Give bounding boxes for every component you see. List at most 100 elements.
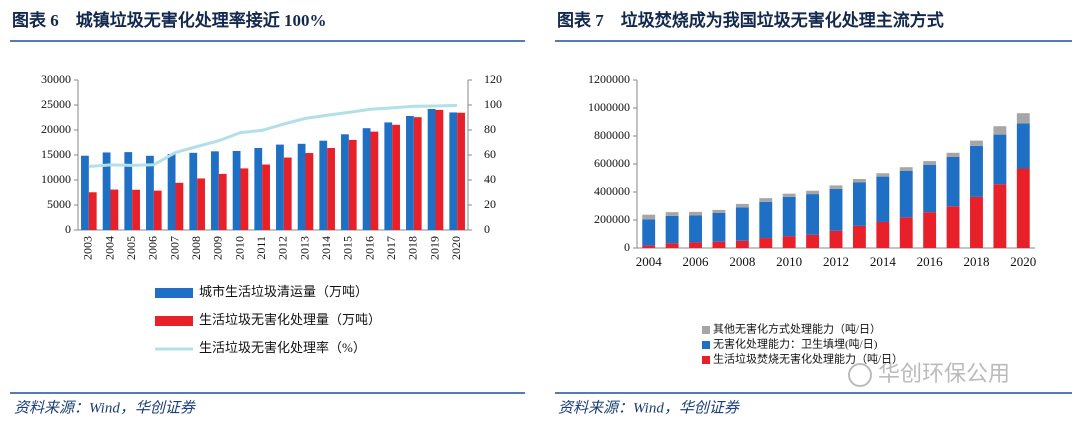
y2-tick-label: 100 [484, 97, 502, 111]
y2-tick-label: 60 [484, 147, 496, 161]
legend-swatch [702, 356, 710, 364]
bar [81, 155, 89, 230]
bar-segment [829, 230, 843, 248]
bar-segment [806, 194, 820, 235]
legend-label: 城市生活垃圾清运量（万吨） [199, 284, 368, 299]
bar [427, 108, 436, 230]
x-tick-label: 2008 [729, 254, 755, 269]
x-tick-label: 2003 [81, 236, 95, 260]
bar [457, 112, 465, 230]
bar-segment [993, 126, 1007, 135]
x-tick-label: 2004 [636, 254, 663, 269]
bar-segment [759, 198, 773, 202]
bar [348, 139, 357, 230]
bar-segment [712, 209, 726, 213]
y-tick-label: 0 [624, 240, 630, 254]
bar [218, 173, 227, 230]
bar-segment [852, 182, 866, 226]
bar-segment [759, 238, 773, 248]
y2-tick-label: 20 [484, 197, 496, 211]
y-tick-label: 1200000 [588, 72, 630, 86]
bar [146, 155, 154, 230]
bar-segment [806, 234, 820, 248]
bar [232, 150, 241, 230]
bar-segment [876, 221, 890, 248]
x-tick-label: 2020 [449, 236, 463, 260]
bar [341, 134, 349, 230]
bar [153, 190, 162, 230]
y-tick-label: 400000 [594, 184, 630, 198]
bar-segment [970, 196, 983, 248]
bar-segment [852, 225, 866, 248]
bar-segment [923, 164, 937, 213]
bar-segment [993, 134, 1007, 185]
bar-segment [782, 236, 796, 248]
bar-segment [970, 145, 983, 197]
bar-segment [712, 241, 726, 248]
bar-segment [735, 207, 749, 241]
x-tick-label: 2020 [1010, 254, 1036, 269]
bar [449, 112, 458, 230]
bar-segment [759, 201, 773, 239]
legend-swatch [702, 326, 710, 334]
bar [297, 143, 306, 230]
x-tick-label: 2018 [406, 236, 420, 260]
y2-tick-label: 120 [484, 72, 502, 86]
bar [240, 168, 249, 230]
bar [406, 115, 414, 230]
bar-segment [642, 245, 656, 248]
bar-segment [876, 176, 890, 222]
x-tick-label: 2013 [297, 236, 311, 260]
x-tick-label: 2014 [870, 254, 897, 269]
x-tick-label: 2010 [776, 254, 802, 269]
x-tick-label: 2006 [683, 254, 710, 269]
x-tick-label: 2014 [319, 236, 333, 260]
bar [327, 148, 335, 230]
bar [435, 109, 444, 230]
bar [175, 182, 184, 230]
bar-segment [899, 167, 913, 171]
bar-segment [642, 214, 656, 220]
bar-segment [1016, 168, 1030, 248]
line-series [88, 103, 458, 168]
x-tick-label: 2019 [427, 236, 441, 260]
x-tick-label: 2017 [384, 236, 398, 260]
bar-segment [923, 212, 937, 248]
bar [211, 151, 219, 230]
bar [392, 124, 400, 230]
bar-segment [852, 178, 866, 183]
bar [167, 153, 176, 230]
bar-segment [642, 219, 656, 246]
legend-swatch [155, 288, 193, 298]
bar-segment [993, 184, 1007, 248]
bar [189, 152, 198, 230]
y-tick-label: 25000 [41, 97, 71, 111]
x-tick-label: 2016 [917, 254, 944, 269]
bar-segment [923, 161, 937, 165]
bar [132, 189, 140, 230]
source-note: 资料来源：Wind，华创证券 [14, 399, 196, 416]
bar-segment [829, 188, 843, 231]
legend-swatch [702, 341, 710, 349]
x-tick-label: 2016 [362, 236, 376, 260]
x-tick-label: 2011 [254, 236, 268, 260]
x-tick-label: 2005 [124, 236, 138, 260]
bar-segment [970, 140, 983, 146]
x-tick-label: 2004 [102, 236, 116, 260]
bar-segment [1016, 123, 1030, 169]
bar [283, 157, 292, 230]
bar-segment [806, 190, 820, 195]
legend-label: 生活垃圾焚烧无害化处理能力（吨/日） [713, 352, 903, 366]
bar-segment [1016, 113, 1030, 124]
x-tick-label: 2012 [276, 236, 290, 260]
bar-segment [712, 213, 726, 242]
bar-segment [665, 243, 679, 248]
bar-segment [689, 242, 702, 248]
bar-segment [665, 215, 679, 244]
x-tick-label: 2008 [189, 236, 203, 260]
legend-label: 生活垃圾无害化处理率（%） [199, 340, 366, 355]
bar-segment [735, 203, 749, 208]
y-tick-label: 200000 [594, 212, 630, 226]
bar-segment [665, 212, 679, 216]
